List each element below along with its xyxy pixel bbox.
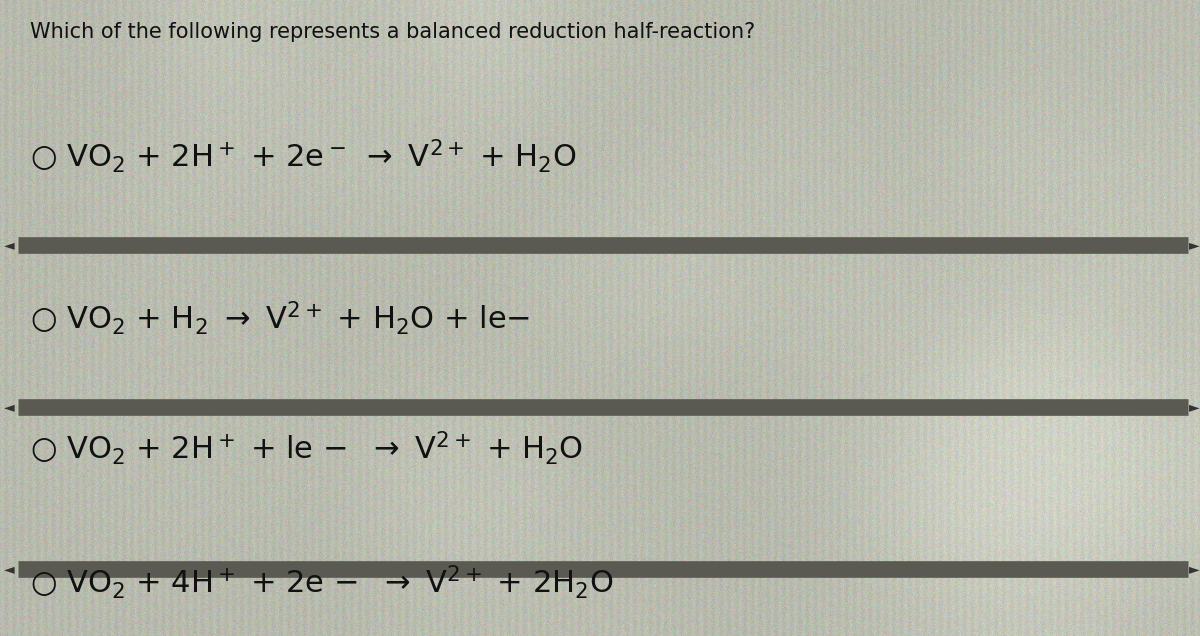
Text: $\bigcirc$ VO$_2$ + 2H$^+$ + 2e$^-$ $\rightarrow$ V$^{2+}$ + H$_2$O: $\bigcirc$ VO$_2$ + 2H$^+$ + 2e$^-$ $\ri… xyxy=(30,137,576,175)
Text: ◄: ◄ xyxy=(4,562,14,576)
Text: ◄: ◄ xyxy=(4,400,14,414)
Text: $\bigcirc$ VO$_2$ + 4H$^+$ + 2e $-$  $\rightarrow$ V$^{2+}$ + 2H$_2$O: $\bigcirc$ VO$_2$ + 4H$^+$ + 2e $-$ $\ri… xyxy=(30,563,613,601)
Text: $\bigcirc$ VO$_2$ + H$_2$ $\rightarrow$ V$^{2+}$ + H$_2$O + le$-$: $\bigcirc$ VO$_2$ + H$_2$ $\rightarrow$ … xyxy=(30,299,530,337)
Text: ◄: ◄ xyxy=(4,238,14,252)
Text: ►: ► xyxy=(1189,562,1200,576)
Text: $\bigcirc$ VO$_2$ + 2H$^+$ + le $-$  $\rightarrow$ V$^{2+}$ + H$_2$O: $\bigcirc$ VO$_2$ + 2H$^+$ + le $-$ $\ri… xyxy=(30,429,583,467)
Text: ►: ► xyxy=(1189,400,1200,414)
Text: ►: ► xyxy=(1189,238,1200,252)
Text: Which of the following represents a balanced reduction half-reaction?: Which of the following represents a bala… xyxy=(30,22,755,42)
